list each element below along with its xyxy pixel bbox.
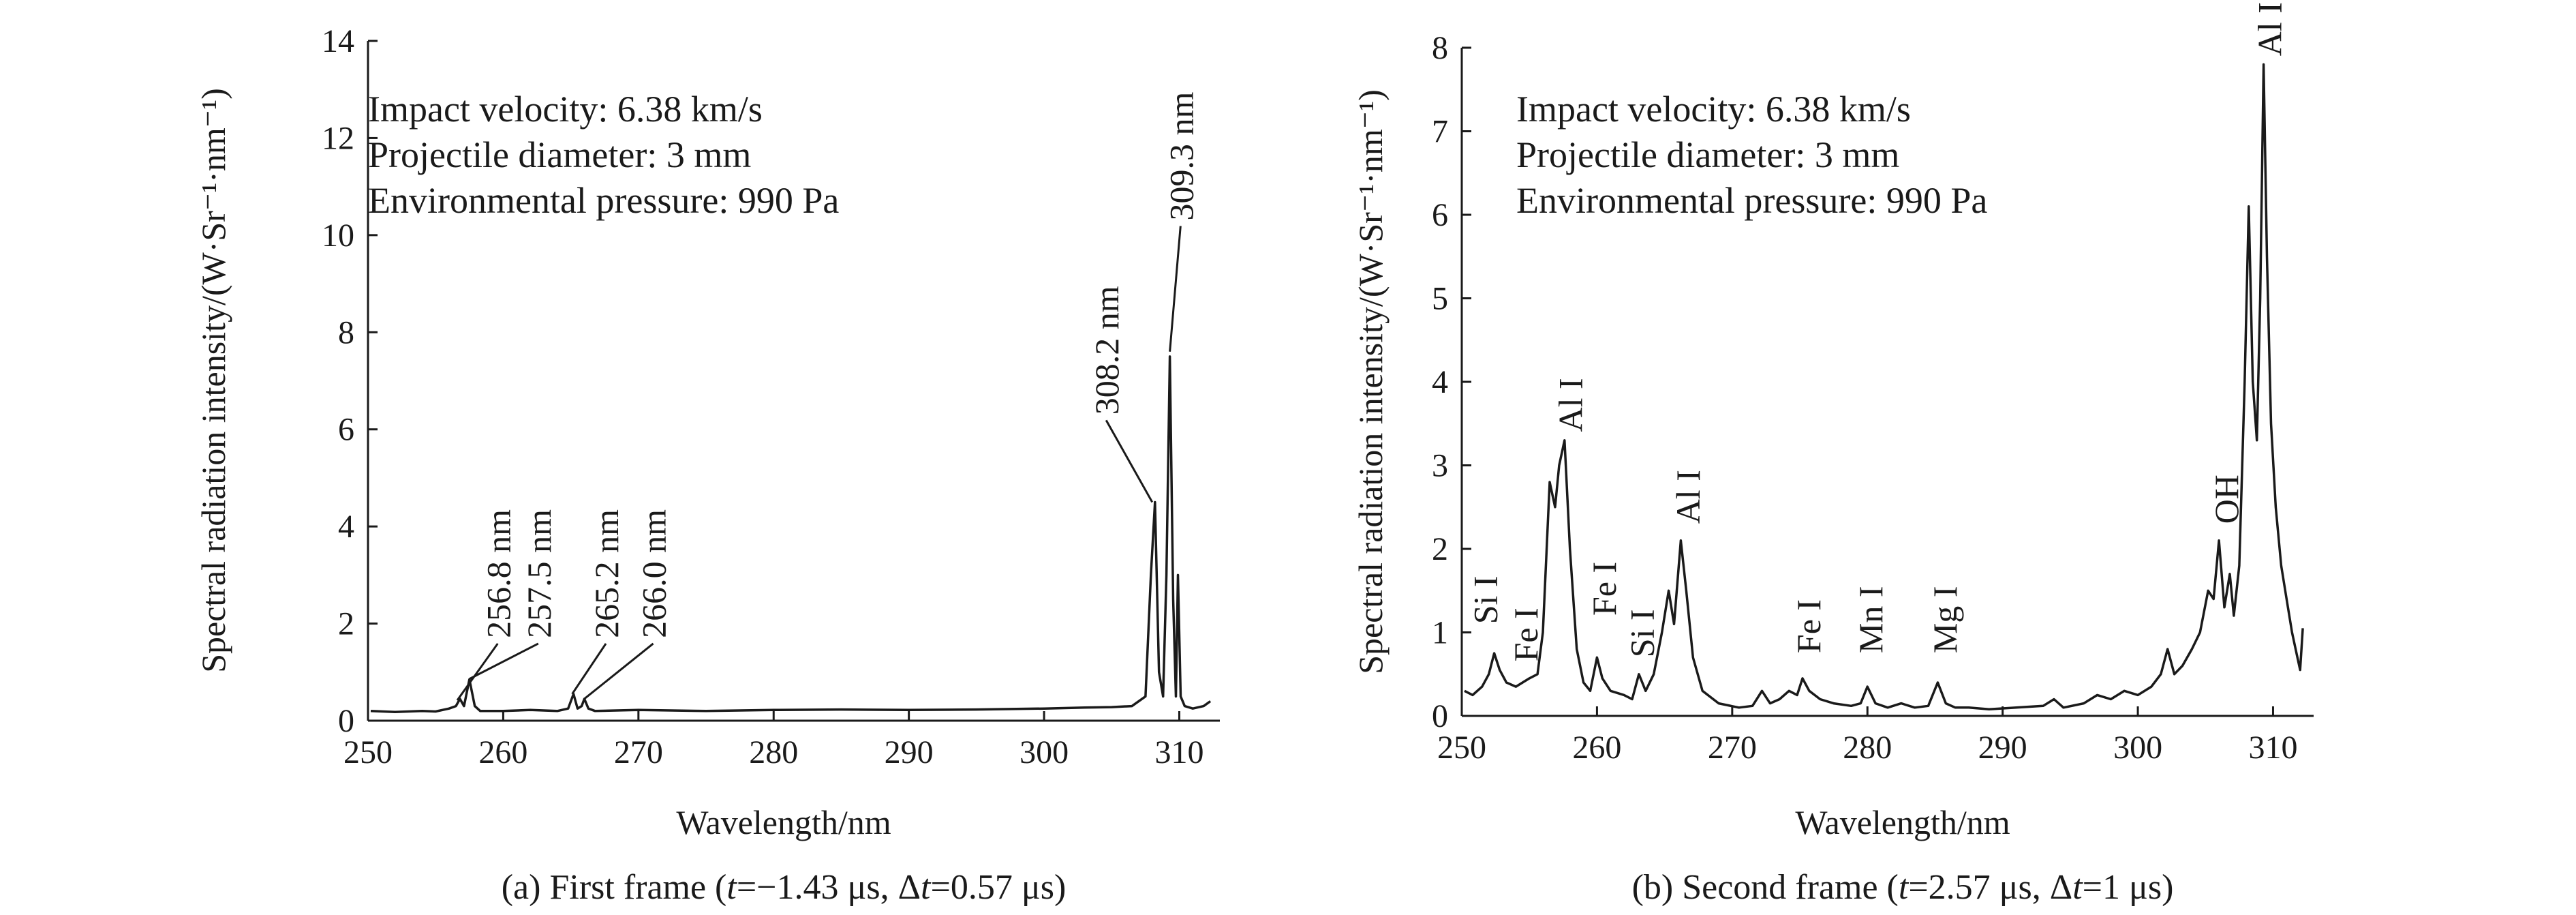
panel-a-annotation-leader-1 [469,642,539,680]
panel-a-annotation-label-5: 309.3 nm [1162,92,1200,221]
panel-b-y-axis-title: Spectral radiation intensity/(W·Sr⁻¹·nm⁻… [1351,89,1390,674]
panel-a-annotation-leader-4 [1105,419,1154,503]
panel-a-y-tick-label-14: 14 [322,23,354,59]
panel-a-info-velocity: Impact velocity: 6.38 km/s [368,89,763,130]
panel-a-x-tick-label-260: 260 [478,734,527,770]
panel-b-annotation-label-8: Mg I [1926,586,1964,653]
panel-a-x-tick-label-310: 310 [1154,734,1203,770]
panel-b-y-tick-label-1: 1 [1432,615,1448,651]
panel-b-y-tick-label-3: 3 [1432,448,1448,484]
panel-a-x-tick-label-290: 290 [885,734,934,770]
panel-a-x-tick-label-280: 280 [749,734,798,770]
panel-a-x-axis-title: Wavelength/nm [676,803,891,841]
panel-b-x-ticks: 250 260 270 280 290 300 310 [1437,706,2297,766]
panel-b-x-tick-label-290: 290 [1978,730,2027,766]
panel-b-annotation-label-10: Al I [2250,2,2288,56]
panel-a-x-tick-label-270: 270 [614,734,663,770]
panel-a-y-tick-label-2: 2 [338,606,354,642]
panel-b-info-velocity: Impact velocity: 6.38 km/s [1516,89,1911,130]
panel-b-x-axis-title: Wavelength/nm [1795,803,2010,841]
chart-panel-a: 250 260 270 280 290 300 310 0 2 4 6 8 10 12 14 256.8 … [194,23,1220,907]
panel-b-y-tick-label-5: 5 [1432,281,1448,317]
panel-b-x-tick-label-310: 310 [2248,730,2297,766]
panel-a-y-tick-label-10: 10 [322,217,354,254]
panel-a-caption: (a) First frame (t=−1.43 μs, Δt=0.57 μs) [502,868,1067,907]
panel-b-y-tick-label-7: 7 [1432,114,1448,150]
panel-a-annotation-leader-5 [1169,226,1182,352]
panel-b-x-tick-label-300: 300 [2113,730,2162,766]
panel-a-x-tick-label-250: 250 [343,734,393,770]
panel-a-annotation-label-1: 257.5 nm [520,509,558,638]
panel-b-element-annotations: Si IFe IAl IFe ISi IAl IFe I Mn I Mg IOHAl… [1467,2,2289,661]
panel-b-y-ticks: 0 1 2 3 4 5 6 7 8 [1432,30,1471,734]
panel-b-annotation-label-4: Si I [1623,609,1661,657]
panel-a-y-tick-label-12: 12 [322,120,354,156]
panel-a-plot-frame [367,41,1220,722]
panel-a-annotation-leader-2 [571,643,607,695]
panel-a-annotation-leader-0 [456,643,499,701]
panel-a-annotation-label-2: 265.2 nm [587,509,626,638]
panel-a-y-axis-title: Spectral radiation intensity/(W·Sr⁻¹·nm⁻… [194,88,232,673]
panel-b-annotation-label-1: Fe I [1507,608,1545,661]
panel-b-x-tick-label-280: 280 [1843,730,1892,766]
panel-a-annotation-leader-3 [583,642,654,700]
panel-b-y-tick-label-6: 6 [1432,197,1448,233]
panel-b-caption: (b) Second frame (t=2.57 μs, Δt=1 μs) [1632,868,2174,907]
panel-b-y-tick-label-8: 8 [1432,30,1448,66]
panel-a-annotation-label-0: 256.8 nm [479,509,517,638]
panel-a-peak-annotations: 256.8 nm 257.5 nm 265.2 nm 266.0 nm 308.2 nm… [456,92,1200,701]
panel-a-annotation-label-3: 266.0 nm [635,509,673,638]
panel-b-info-pressure: Environmental pressure: 990 Pa [1516,180,1987,221]
panel-a-annotation-label-4: 308.2 nm [1088,286,1126,415]
panel-b-annotation-label-2: Al I [1552,378,1590,432]
panel-a-y-tick-label-4: 4 [338,509,354,545]
panel-b-annotation-label-5: Al I [1669,470,1707,524]
panel-a-y-ticks: 0 2 4 6 8 10 12 14 [322,23,378,739]
panel-b-annotation-label-6: Fe I [1790,599,1828,653]
panel-a-spectrum-line [370,355,1212,713]
panel-a-y-tick-label-0: 0 [338,703,354,739]
panel-b-x-tick-label-270: 270 [1708,730,1757,766]
panel-b-x-tick-label-250: 250 [1437,730,1486,766]
panel-a-info-pressure: Environmental pressure: 990 Pa [368,180,839,221]
panel-b-spectrum-line [1464,63,2304,710]
panel-a-x-ticks: 250 260 270 280 290 300 310 [343,711,1203,770]
panel-a-x-tick-label-300: 300 [1019,734,1069,770]
panel-b-annotation-label-0: Si I [1467,575,1505,624]
panel-a-y-tick-label-6: 6 [338,412,354,448]
panel-b-annotation-label-7: Mn I [1852,586,1890,653]
panel-b-y-tick-label-4: 4 [1432,364,1448,400]
panel-b-annotation-label-9: OH [2207,475,2245,524]
panel-b-x-tick-label-260: 260 [1572,730,1621,766]
panel-b-annotation-label-3: Fe I [1585,562,1623,616]
panel-b-y-tick-label-0: 0 [1432,698,1448,734]
panel-b-y-tick-label-2: 2 [1432,531,1448,567]
panel-b-info-diameter: Projectile diameter: 3 mm [1516,134,1899,175]
panel-a-info-diameter: Projectile diameter: 3 mm [368,134,751,175]
panel-a-y-tick-label-8: 8 [338,314,354,350]
